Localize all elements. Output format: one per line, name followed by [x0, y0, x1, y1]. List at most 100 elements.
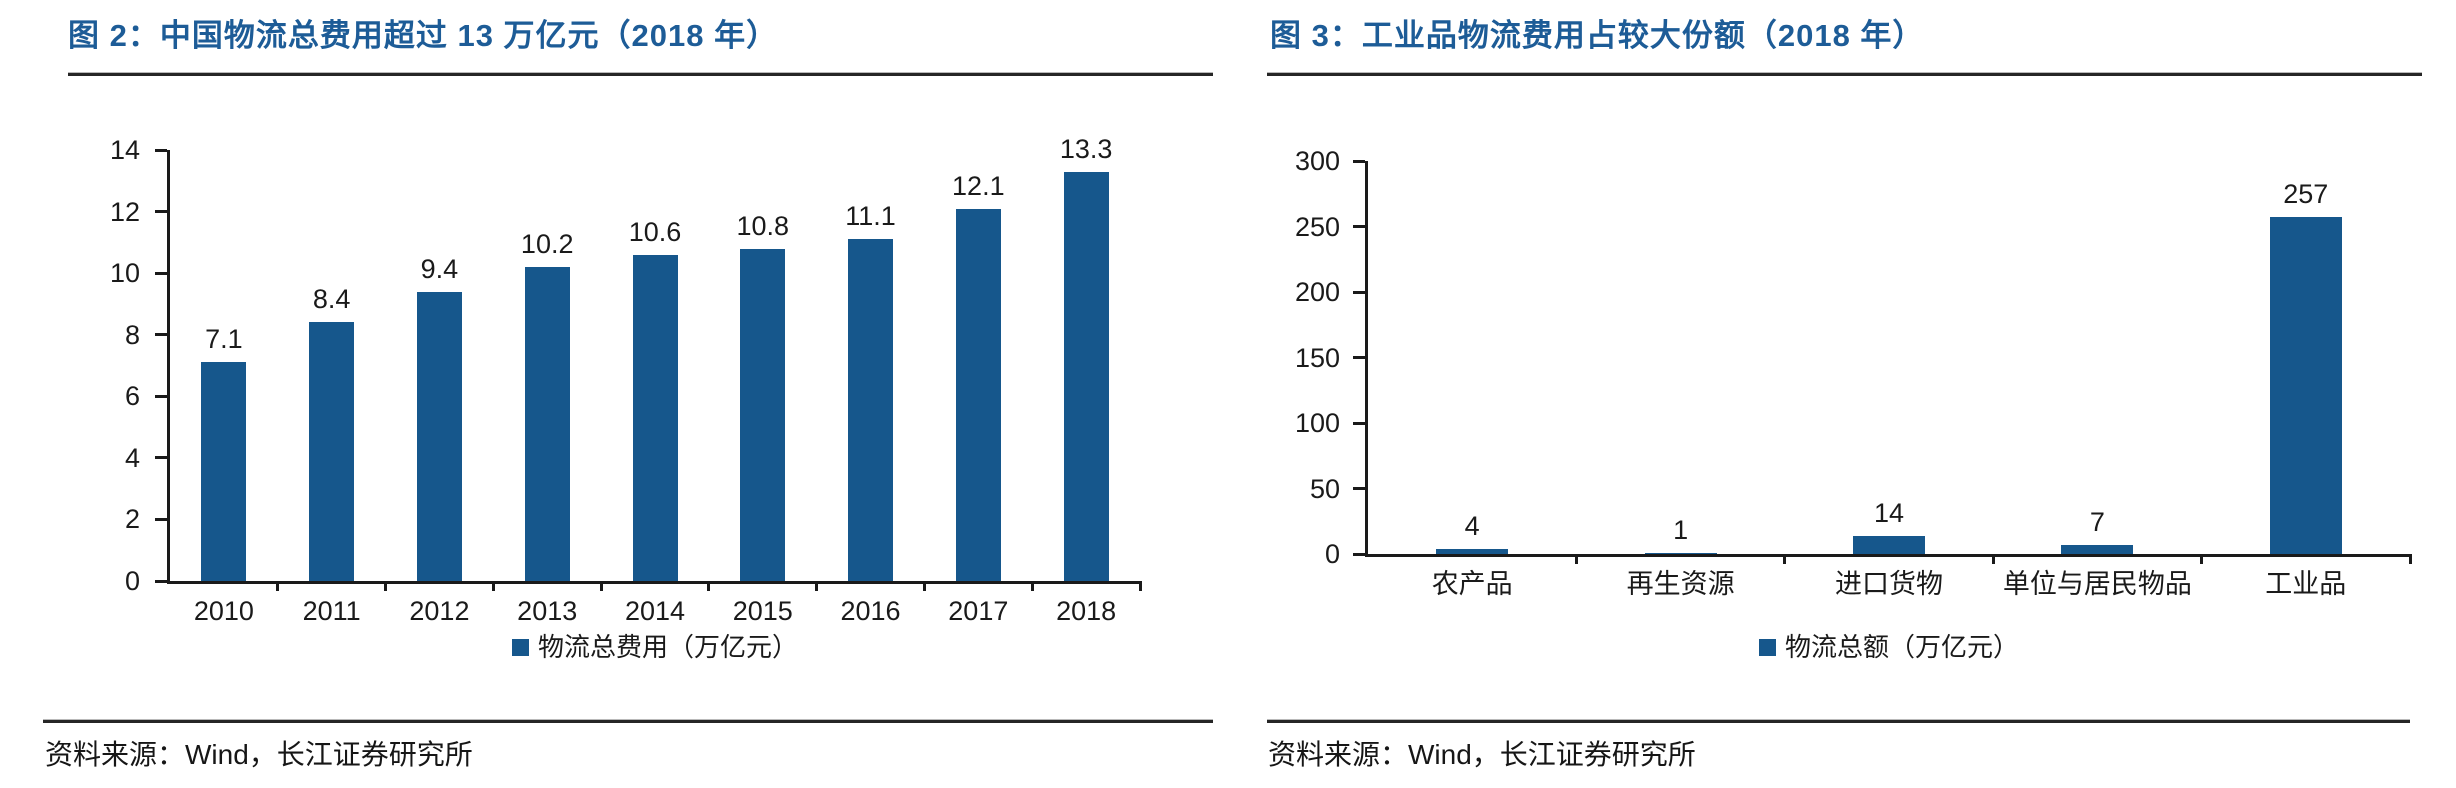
y-axis-label: 200	[1294, 277, 1340, 307]
x-axis-label: 2018	[1056, 596, 1117, 626]
y-axis-tick	[155, 394, 167, 398]
x-axis-label: 工业品	[2265, 569, 2347, 599]
x-axis-label: 单位与居民物品	[2002, 569, 2192, 599]
bar-再生资源	[1644, 552, 1717, 554]
bar-农产品	[1436, 548, 1509, 554]
bar-value-label: 257	[2283, 179, 2329, 210]
figure-2-bottom-rule	[43, 719, 1213, 723]
figure-2-title-rule	[68, 72, 1213, 76]
y-axis-label: 150	[1294, 342, 1340, 373]
y-axis-tick	[1353, 552, 1365, 556]
bar-2016	[848, 239, 894, 581]
x-axis-label: 2017	[948, 596, 1009, 626]
bar-value-label: 7	[2089, 506, 2105, 537]
x-axis-label: 进口货物	[1834, 569, 1943, 599]
x-axis-tick	[599, 581, 603, 591]
bar-单位与居民物品	[2061, 544, 2134, 554]
bar-value-label: 13.3	[1059, 133, 1113, 164]
figure-3-title: 图 3：工业品物流费用占较大份额（2018 年）	[1270, 18, 1925, 53]
x-axis-label: 再生资源	[1626, 569, 1735, 599]
y-axis-tick	[1353, 487, 1365, 491]
figure-3-source: 资料来源：Wind，长江证券研究所	[1268, 739, 1696, 770]
x-axis-label: 2015	[732, 596, 793, 626]
figure-2-source: 资料来源：Wind，长江证券研究所	[45, 739, 473, 770]
y-axis-label: 250	[1294, 211, 1340, 242]
figure-3-legend-label: 物流总额（万亿元）	[1784, 632, 2019, 662]
x-axis-label: 农产品	[1431, 569, 1513, 599]
x-axis-label: 2010	[193, 596, 254, 626]
x-axis-tick	[922, 581, 926, 591]
y-axis-label: 6	[124, 381, 140, 412]
y-axis-label: 50	[1309, 473, 1340, 504]
bar-value-label: 12.1	[952, 170, 1005, 201]
x-axis-tick	[276, 581, 280, 591]
bar-进口货物	[1853, 535, 1925, 554]
y-axis-label: 2	[124, 504, 140, 535]
x-axis-tick	[1030, 581, 1034, 591]
x-axis-label: 2012	[409, 596, 470, 626]
x-axis-tick	[815, 581, 819, 591]
figure-2-title: 图 2：中国物流总费用超过 13 万亿元（2018 年）	[68, 18, 779, 53]
bar-2017	[955, 208, 1001, 581]
bar-2010	[201, 362, 247, 581]
x-axis-tick	[491, 581, 495, 591]
x-axis-tick	[2408, 554, 2412, 564]
x-axis-tick	[707, 581, 711, 591]
x-axis-label: 2011	[302, 596, 361, 626]
y-axis-tick	[1353, 421, 1365, 425]
y-axis-tick	[1353, 159, 1365, 163]
y-axis-tick	[155, 517, 167, 521]
x-axis-tick	[1991, 554, 1995, 564]
bar-2013	[524, 267, 570, 581]
x-axis-label: 2016	[840, 596, 901, 626]
figure-3-bottom-rule	[1267, 719, 2410, 723]
y-axis-tick	[155, 456, 167, 460]
legend-swatch-icon	[1758, 638, 1776, 656]
y-axis-label: 4	[124, 442, 140, 473]
y-axis-tick	[1353, 356, 1365, 359]
x-axis-label: 2013	[517, 596, 578, 626]
y-axis-tick	[155, 579, 167, 583]
x-axis-tick	[2200, 554, 2204, 564]
y-axis-label: 0	[1324, 539, 1340, 569]
bar-value-label: 7.1	[205, 324, 243, 355]
y-axis-label: 300	[1294, 146, 1340, 176]
bar-value-label: 8.4	[312, 284, 351, 315]
bar-工业品	[2269, 217, 2342, 554]
y-axis-tick	[1353, 225, 1365, 228]
figure-3-title-rule	[1267, 72, 2422, 76]
x-axis-tick	[1783, 554, 1787, 564]
legend-swatch-icon	[511, 638, 529, 656]
y-axis-tick	[155, 210, 167, 214]
bar-2011	[309, 322, 355, 581]
bar-2014	[632, 254, 678, 581]
x-axis-tick	[1574, 554, 1578, 564]
figure-3-legend: 物流总额（万亿元）	[1368, 633, 2410, 661]
bar-value-label: 11.1	[845, 201, 896, 232]
bar-2018	[1063, 171, 1109, 581]
bar-value-label: 10.2	[520, 229, 574, 259]
bar-2012	[416, 291, 462, 581]
y-axis-tick	[1353, 290, 1365, 294]
bar-value-label: 1	[1673, 514, 1689, 545]
y-axis-label: 100	[1294, 408, 1340, 438]
bar-value-label: 10.6	[628, 216, 682, 247]
bar-value-label: 9.4	[420, 253, 459, 284]
x-axis-tick	[384, 581, 388, 591]
bar-2015	[740, 248, 786, 581]
y-axis-label: 12	[109, 196, 140, 227]
figure-2-legend-label: 物流总费用（万亿元）	[537, 632, 798, 662]
y-axis-label: 10	[109, 258, 140, 289]
y-axis-tick	[155, 271, 167, 275]
y-axis-label: 8	[124, 319, 140, 350]
plot-area: 7.1 8.4 9.4 10.2 10.6 10.8 11.1 12.1 13.3	[155, 135, 1142, 591]
plot-area: 4 1 14 7 257	[1353, 159, 2412, 564]
bar-value-label: 10.8	[736, 210, 790, 241]
x-axis-tick	[1138, 581, 1142, 591]
x-axis-label: 2014	[624, 596, 686, 626]
